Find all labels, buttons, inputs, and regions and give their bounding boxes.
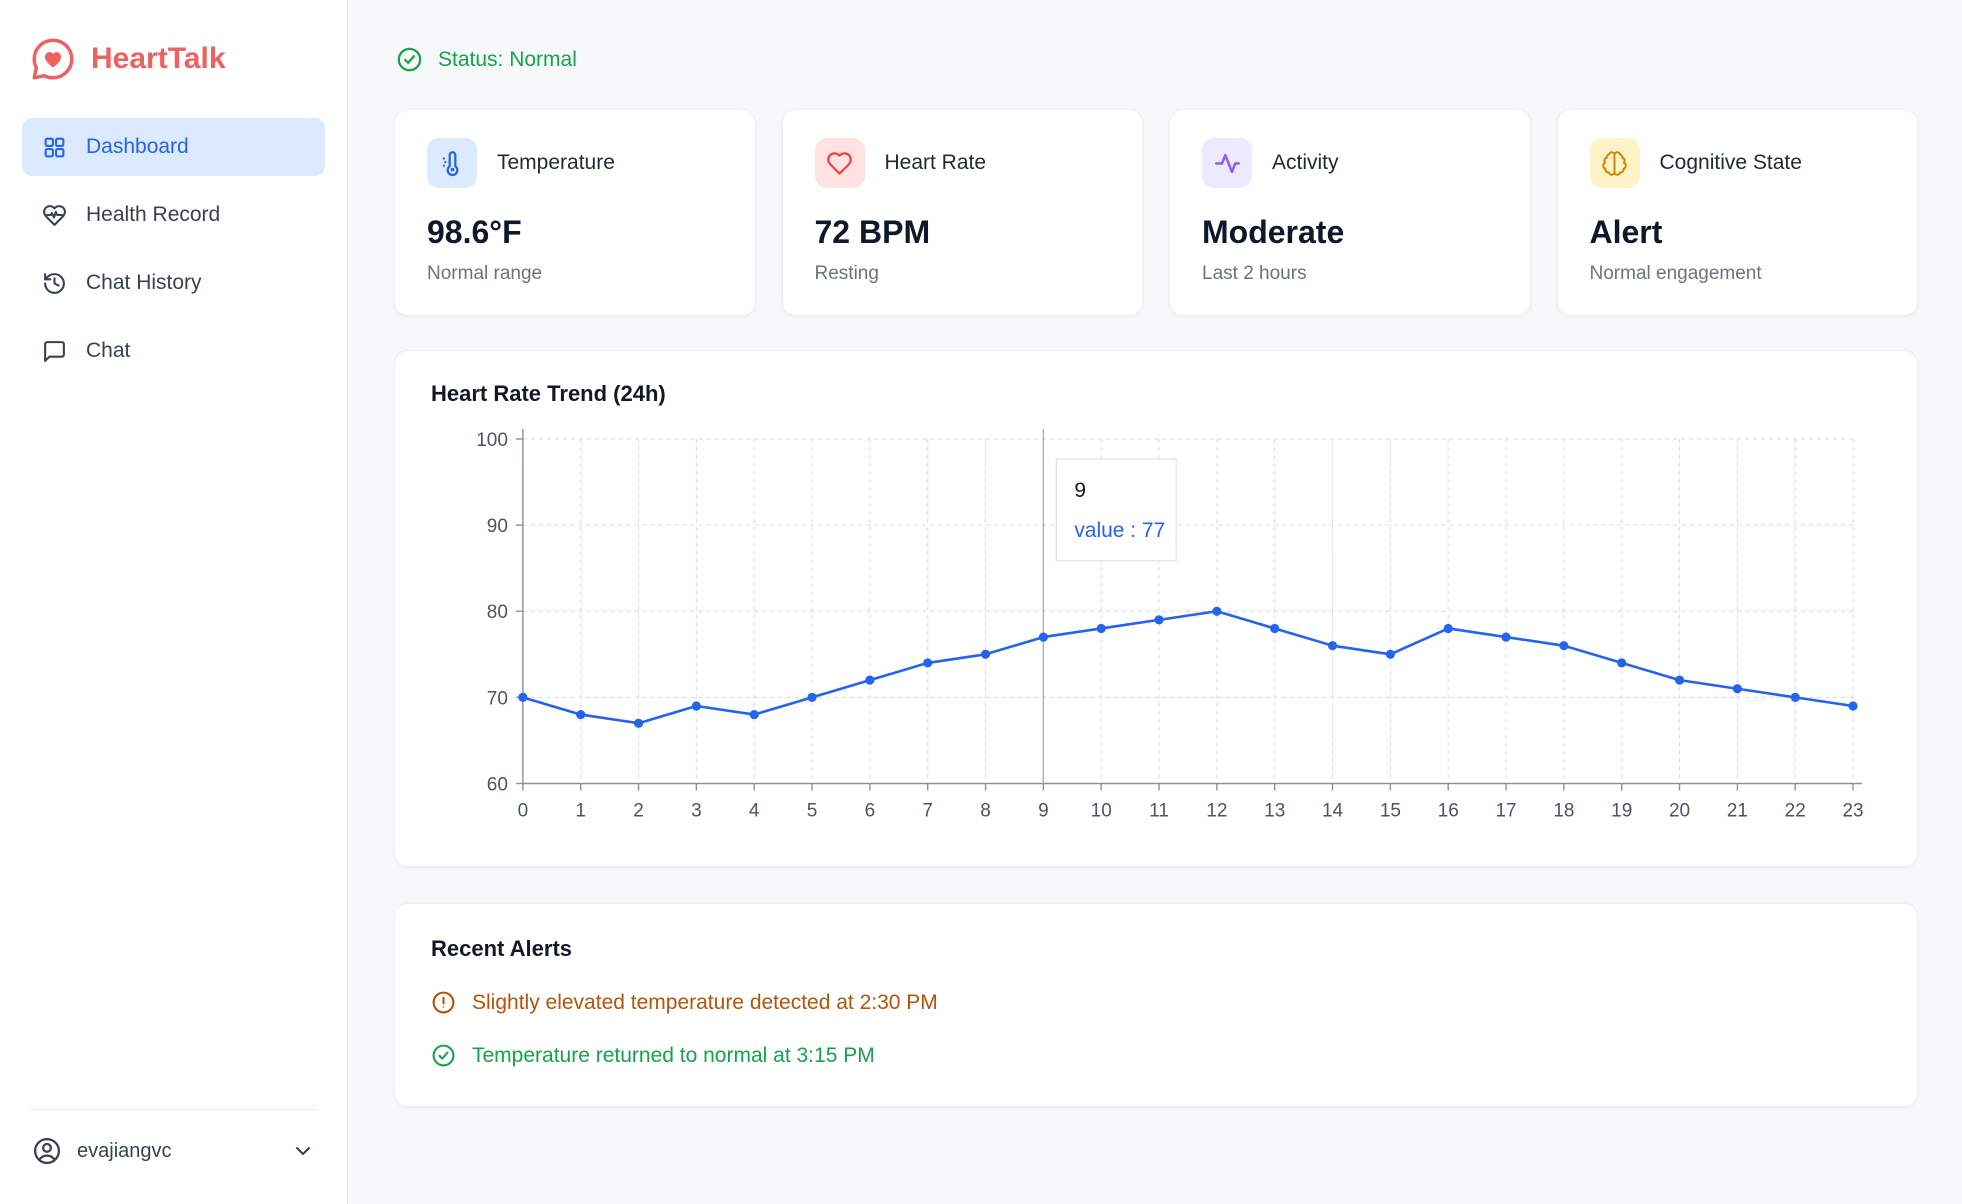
- sidebar-divider: [30, 1109, 317, 1110]
- temperature-card: Temperature 98.6°F Normal range: [394, 109, 756, 316]
- activity-icon: [1202, 138, 1252, 188]
- svg-text:10: 10: [1091, 800, 1112, 821]
- status-indicator: Status: Normal: [396, 46, 1918, 73]
- card-value: 98.6°F: [427, 214, 522, 250]
- svg-text:13: 13: [1264, 800, 1285, 821]
- card-subtitle: Normal range: [427, 263, 543, 284]
- card-subtitle: Resting: [814, 263, 879, 284]
- cognitive-state-card: Cognitive State Alert Normal engagement: [1556, 109, 1918, 316]
- card-subtitle: Last 2 hours: [1202, 263, 1307, 284]
- svg-text:11: 11: [1149, 800, 1169, 821]
- svg-text:100: 100: [476, 430, 508, 451]
- svg-text:1: 1: [575, 800, 586, 821]
- chart-area: 60 70 80 90 100 0 1 2 3 4 5 6 7 8 9 10 11 12 13 14 15 16 17 18 1…: [431, 419, 1881, 848]
- check-circle-icon: [432, 1044, 455, 1067]
- svg-text:70: 70: [487, 688, 508, 709]
- svg-text:8: 8: [980, 800, 991, 821]
- card-subtitle: Normal engagement: [1589, 263, 1762, 284]
- history-clock-icon: [44, 272, 65, 294]
- card-value: Alert: [1589, 214, 1663, 250]
- heart-icon: [814, 138, 865, 188]
- svg-text:21: 21: [1727, 800, 1748, 821]
- sidebar-item-chat[interactable]: Chat: [22, 322, 325, 380]
- sidebar-item-label: Dashboard: [86, 135, 189, 158]
- sidebar-item-dashboard[interactable]: Dashboard: [22, 118, 325, 176]
- card-title: Activity: [1272, 151, 1339, 174]
- svg-text:9: 9: [1038, 800, 1049, 821]
- main-content: Status: Normal Temperature 98.6°F Normal…: [348, 0, 1962, 1204]
- app-logo: HeartTalk: [0, 0, 347, 110]
- chat-bubble-icon: [44, 340, 65, 362]
- sidebar-item-label: Health Record: [86, 203, 221, 226]
- alerts-title: Recent Alerts: [431, 936, 573, 962]
- hearttalk-logo-icon: [30, 36, 76, 82]
- card-title: Temperature: [497, 151, 615, 174]
- brain-icon: [1589, 138, 1640, 188]
- svg-text:3: 3: [691, 800, 702, 821]
- svg-text:80: 80: [487, 602, 508, 623]
- app-title: HeartTalk: [91, 42, 226, 75]
- sidebar-item-health-record[interactable]: Health Record: [22, 186, 325, 244]
- heart-pulse-icon: [43, 204, 66, 226]
- sidebar-item-label: Chat: [86, 339, 131, 362]
- svg-text:17: 17: [1495, 800, 1516, 821]
- warning-circle-icon: [432, 991, 455, 1014]
- svg-text:14: 14: [1322, 800, 1343, 821]
- recent-alerts-panel: Recent Alerts Slightly elevated temperat…: [394, 903, 1918, 1108]
- svg-text:16: 16: [1438, 800, 1459, 821]
- dashboard-grid-icon: [44, 137, 65, 157]
- check-circle-icon: [397, 47, 422, 72]
- sidebar-nav: Dashboard Health Record Chat History: [0, 110, 347, 380]
- user-name: evajiangvc: [77, 1139, 172, 1162]
- svg-text:5: 5: [807, 800, 818, 821]
- alert-item-success: Temperature returned to normal at 3:15 P…: [431, 1043, 1881, 1068]
- svg-text:9: 9: [1074, 479, 1086, 502]
- thermometer-icon: [427, 138, 477, 188]
- chevron-down-icon[interactable]: [291, 1139, 315, 1163]
- chart-title: Heart Rate Trend (24h): [431, 381, 666, 406]
- card-title: Heart Rate: [884, 151, 987, 174]
- alert-text: Slightly elevated temperature detected a…: [472, 990, 938, 1014]
- svg-text:7: 7: [922, 800, 933, 821]
- svg-text:18: 18: [1553, 800, 1574, 821]
- svg-text:90: 90: [487, 516, 508, 537]
- status-text: Status: Normal: [438, 47, 577, 71]
- svg-text:0: 0: [518, 800, 529, 821]
- alert-text: Temperature returned to normal at 3:15 P…: [472, 1043, 875, 1067]
- svg-text:60: 60: [487, 774, 508, 795]
- activity-card: Activity Moderate Last 2 hours: [1169, 109, 1531, 316]
- alert-item-warning: Slightly elevated temperature detected a…: [431, 990, 1881, 1015]
- sidebar: HeartTalk Dashboard Health Record: [0, 0, 348, 1204]
- svg-text:2: 2: [633, 800, 644, 821]
- card-value: Moderate: [1202, 214, 1345, 250]
- heart-rate-trend-panel: Heart Rate Trend (24h) 60 70 80 90 100 0 1 2 3 4 5…: [394, 350, 1918, 868]
- sidebar-item-label: Chat History: [86, 271, 202, 294]
- user-menu[interactable]: evajiangvc: [26, 1110, 321, 1196]
- heart-rate-card: Heart Rate 72 BPM Resting: [781, 109, 1143, 316]
- svg-text:22: 22: [1785, 800, 1806, 821]
- svg-text:15: 15: [1380, 800, 1401, 821]
- card-value: 72 BPM: [814, 214, 931, 250]
- svg-text:20: 20: [1669, 800, 1690, 821]
- svg-text:6: 6: [865, 800, 876, 821]
- sidebar-item-chat-history[interactable]: Chat History: [22, 254, 325, 312]
- user-avatar-icon: [32, 1136, 62, 1166]
- card-title: Cognitive State: [1659, 151, 1802, 174]
- user-area: evajiangvc: [0, 1109, 347, 1204]
- svg-text:4: 4: [749, 800, 760, 821]
- svg-text:23: 23: [1842, 800, 1863, 821]
- svg-text:value : 77: value : 77: [1074, 519, 1165, 542]
- stat-cards-row: Temperature 98.6°F Normal range Heart Ra…: [394, 109, 1918, 316]
- svg-text:12: 12: [1206, 800, 1227, 821]
- svg-text:19: 19: [1611, 800, 1632, 821]
